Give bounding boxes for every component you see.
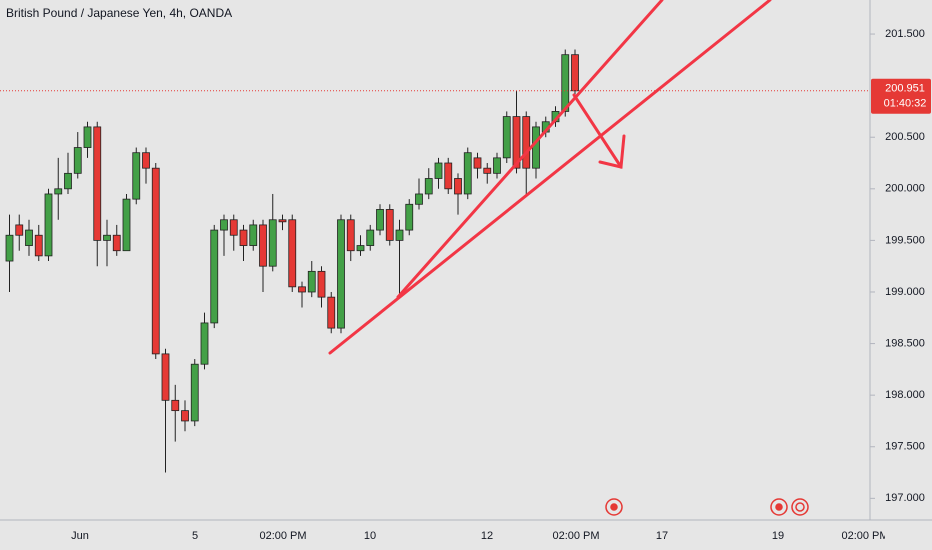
candle-body xyxy=(25,229,33,246)
candle-body xyxy=(122,198,131,252)
x-tick-label: Jun xyxy=(71,530,89,542)
x-tick-label: 02:00 PM xyxy=(552,530,599,542)
candle-body xyxy=(278,219,287,223)
x-tick-label: 5 xyxy=(192,530,198,542)
candle-body xyxy=(317,270,326,298)
candle-body xyxy=(473,157,482,169)
x-tick-label: 02:00 PM xyxy=(259,530,306,542)
candle-body xyxy=(93,126,102,241)
y-tick-label: 199.000 xyxy=(885,286,925,298)
event-icon xyxy=(775,503,783,511)
candle-body xyxy=(405,203,414,231)
candle-body xyxy=(522,116,531,169)
candle-body xyxy=(132,152,141,200)
candle-body xyxy=(190,363,199,422)
candle-body xyxy=(356,245,365,252)
candle-body xyxy=(44,193,53,257)
candle-body xyxy=(385,209,394,241)
candle-body xyxy=(15,224,24,236)
drawings xyxy=(328,0,772,355)
candle-body xyxy=(424,178,433,195)
candle-body xyxy=(463,152,472,195)
y-tick-label: 198.000 xyxy=(885,389,925,401)
chart-title: British Pound / Japanese Yen, 4h, OANDA xyxy=(6,6,232,20)
last-price-label: 200.951 xyxy=(885,83,925,95)
event-icon xyxy=(610,503,618,511)
event-icon xyxy=(791,498,809,516)
y-tick-label: 201.500 xyxy=(885,28,925,40)
candle-body xyxy=(571,54,579,92)
x-axis: Jun 5 02:00 PM 10 12 02:00 PM 17 19 02:00 PM xyxy=(71,530,888,542)
y-tick-label: 198.500 xyxy=(885,337,925,349)
candle-body xyxy=(210,229,219,324)
candle-body xyxy=(493,157,501,174)
candle-body xyxy=(298,286,306,293)
candle-body xyxy=(415,193,423,205)
candle-body xyxy=(502,116,511,159)
x-tick-label: 12 xyxy=(481,530,493,542)
candle-body xyxy=(161,353,170,401)
candle-body xyxy=(532,126,540,169)
candle-body xyxy=(268,219,277,267)
candle-body xyxy=(229,219,238,236)
candle-body xyxy=(181,410,189,422)
y-tick-label: 200.000 xyxy=(885,183,925,195)
candle-body xyxy=(307,270,316,293)
candle-body xyxy=(34,234,43,257)
x-tick-label: 02:00 PM xyxy=(841,530,888,542)
x-tick-label: 19 xyxy=(772,530,784,542)
x-tick-label: 17 xyxy=(656,530,668,542)
candle-body xyxy=(5,234,14,262)
trend-line xyxy=(328,0,772,355)
y-tick-label: 200.500 xyxy=(885,131,925,143)
candle-body xyxy=(151,167,160,355)
candle-body xyxy=(54,188,63,195)
candle-body xyxy=(73,147,82,174)
y-tick-label: 197.000 xyxy=(885,492,925,504)
x-tick-label: 10 xyxy=(364,530,376,542)
event-icon xyxy=(605,498,623,516)
candle-body xyxy=(434,162,443,179)
candle-body xyxy=(395,229,404,241)
candle-body xyxy=(249,224,258,246)
candle-body xyxy=(171,399,180,412)
candle-body xyxy=(346,219,355,252)
price-badge xyxy=(871,78,931,114)
y-tick-label: 199.500 xyxy=(885,234,925,246)
event-icon xyxy=(795,502,805,512)
candle-body xyxy=(454,178,462,195)
y-tick-label: 197.500 xyxy=(885,441,925,453)
candle-body xyxy=(288,219,297,288)
candle-body xyxy=(444,162,453,190)
candle-body xyxy=(327,296,336,329)
candle-body xyxy=(142,152,150,169)
events xyxy=(605,498,809,516)
candle-body xyxy=(337,219,345,329)
trend-line xyxy=(396,0,664,299)
arrow xyxy=(572,93,623,169)
countdown: 01:40:32 xyxy=(884,98,927,110)
plot xyxy=(5,49,579,473)
arrow-head xyxy=(598,134,626,169)
candle-body xyxy=(112,234,121,252)
candle-body xyxy=(103,234,111,241)
candle-body xyxy=(259,224,267,267)
candle-body xyxy=(561,54,570,112)
candle-body xyxy=(200,322,209,365)
candle-body xyxy=(366,229,375,246)
candle-body xyxy=(64,172,72,190)
candle-body xyxy=(512,116,521,169)
candle-body xyxy=(239,229,248,246)
candle-body xyxy=(83,126,92,148)
event-icon xyxy=(770,498,788,516)
candle-body xyxy=(483,167,492,174)
candle-body xyxy=(220,219,228,231)
candle-body xyxy=(376,209,384,231)
